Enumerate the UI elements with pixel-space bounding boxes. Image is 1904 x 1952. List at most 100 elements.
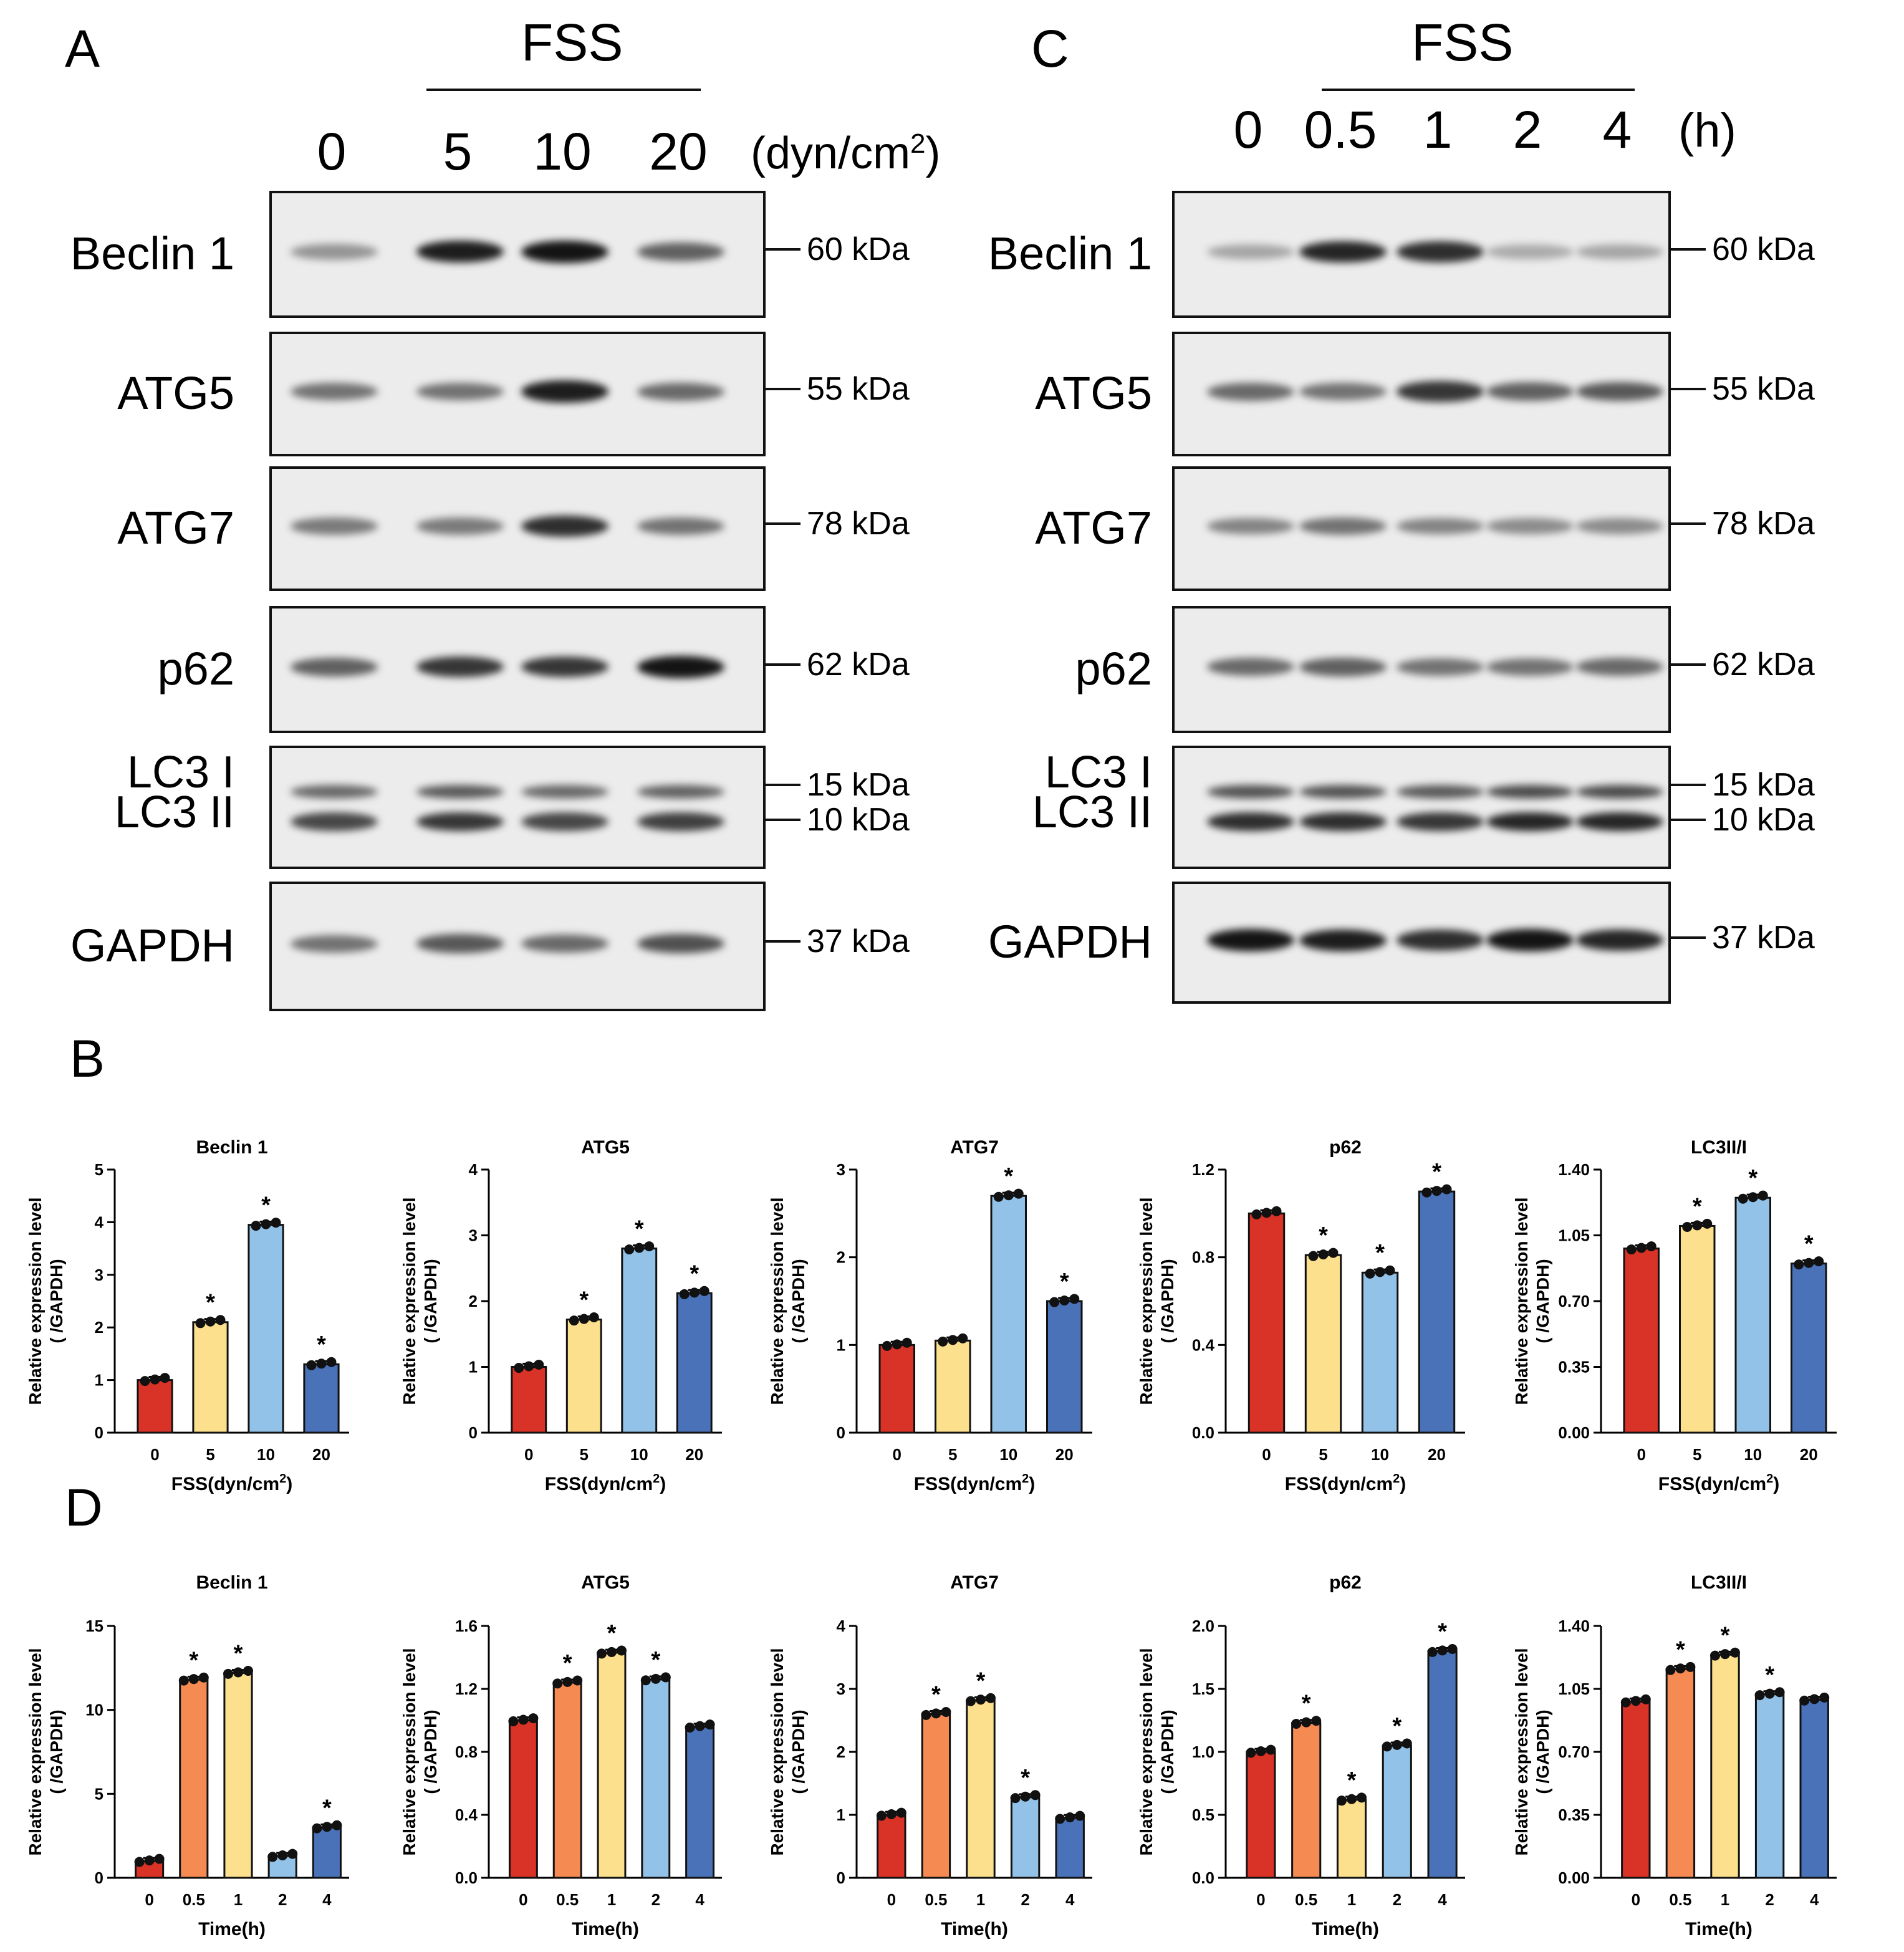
protein-band [1299,382,1387,401]
bar [877,1814,906,1879]
protein-band [1576,658,1663,676]
data-point [1246,1748,1256,1758]
data-point [704,1719,715,1730]
significance-marker: * [1676,1637,1685,1663]
data-point [1375,1267,1385,1277]
panel-letter-d: D [65,1478,103,1537]
bar [1336,1799,1367,1879]
mw-label: 78 kDa [1712,506,1815,542]
data-point [1447,1643,1458,1654]
blot-lane-label: 5 [443,122,473,181]
data-point [1814,1256,1824,1267]
y-tick-label: 0 [95,1423,103,1442]
significance-marker: * [206,1290,215,1316]
protein-band [416,382,504,401]
significance-marker: * [1302,1691,1311,1717]
y-axis-label-unit: ( /GAPDH) [1533,1259,1552,1343]
y-tick-label: 3 [95,1266,103,1284]
data-point [134,1857,145,1867]
significance-marker: * [976,1668,986,1694]
mw-tick [766,248,801,251]
data-point [322,1822,332,1832]
data-point [1799,1695,1810,1706]
bar [1046,1300,1083,1434]
significance-marker: * [261,1193,271,1219]
y-tick-label: 0.4 [455,1805,478,1824]
protein-band [1397,658,1484,676]
x-tick-label: 20 [312,1445,330,1464]
y-axis-label: Relative expression level [1512,1197,1531,1405]
protein-band [291,517,378,535]
data-point [1271,1206,1282,1216]
data-point [1357,1792,1367,1803]
data-point [332,1820,342,1830]
data-point [1692,1220,1703,1231]
x-tick-label: 20 [1055,1445,1074,1464]
data-point [993,1191,1004,1202]
significance-marker: * [651,1647,660,1673]
significance-marker: * [317,1332,326,1358]
x-tick-label: 5 [1319,1445,1327,1464]
chart-title: ATG5 [581,1137,630,1158]
data-point [685,1723,695,1733]
y-axis-label: Relative expression level [26,1648,45,1855]
blot-fss-rule [1322,89,1635,91]
protein-band [1576,382,1663,401]
protein-band [637,655,724,678]
x-tick-label: 0 [1637,1445,1646,1464]
blot-strip [269,466,766,591]
data-point [160,1373,170,1383]
bar [1291,1722,1322,1879]
y-tick-label: 0.35 [1558,1358,1590,1377]
lc3-ii-band [291,812,378,831]
lc3-i-band [1299,785,1387,799]
blot-strip [269,746,766,869]
protein-band [1207,244,1294,259]
data-point [1809,1694,1820,1704]
data-point [644,1241,655,1252]
x-tick-label: 2 [1393,1890,1402,1909]
y-tick-label: 0.35 [1558,1805,1590,1824]
data-point [261,1219,271,1229]
x-tick-label: 0 [150,1445,159,1464]
significance-marker: * [607,1620,617,1647]
y-tick-label: 10 [85,1701,103,1719]
protein-band [1299,929,1387,951]
protein-band [521,935,608,953]
protein-band [637,934,724,954]
bar [223,1671,253,1879]
mw-tick [766,663,801,666]
significance-marker: * [1432,1159,1441,1185]
protein-band [1299,657,1387,676]
mw-label: 55 kDa [1712,371,1815,407]
data-point [689,1287,700,1298]
x-tick-label: 0 [1632,1890,1640,1909]
y-tick-label: 3 [837,1160,845,1179]
data-point [597,1648,607,1659]
significance-marker: * [1721,1622,1730,1648]
mw-tick [1671,663,1706,666]
blot-strip [1172,466,1671,591]
y-tick-label: 1 [837,1805,845,1824]
y-axis-label-unit: ( /GAPDH) [47,1709,66,1794]
protein-band [291,935,378,953]
y-tick-label: 0 [837,1423,845,1442]
y-tick-label: 0.70 [1558,1743,1590,1761]
y-tick-label: 0.8 [455,1743,478,1761]
bar [1010,1796,1041,1879]
protein-band [1207,382,1294,401]
x-tick-label: 4 [1810,1890,1819,1909]
data-point [1757,1190,1768,1201]
data-point [1441,1184,1452,1195]
y-tick-label: 2 [469,1292,478,1310]
lc3-ii-band [1397,812,1484,831]
y-tick-label: 2 [837,1743,845,1761]
blot-row-label: GAPDH [70,920,234,971]
bar [312,1826,342,1879]
data-point [1311,1716,1322,1726]
data-point [986,1693,996,1703]
blot-fss-header: FSS [521,13,623,72]
protein-band [1486,658,1574,676]
data-point [1337,1796,1347,1806]
data-point [640,1675,651,1686]
